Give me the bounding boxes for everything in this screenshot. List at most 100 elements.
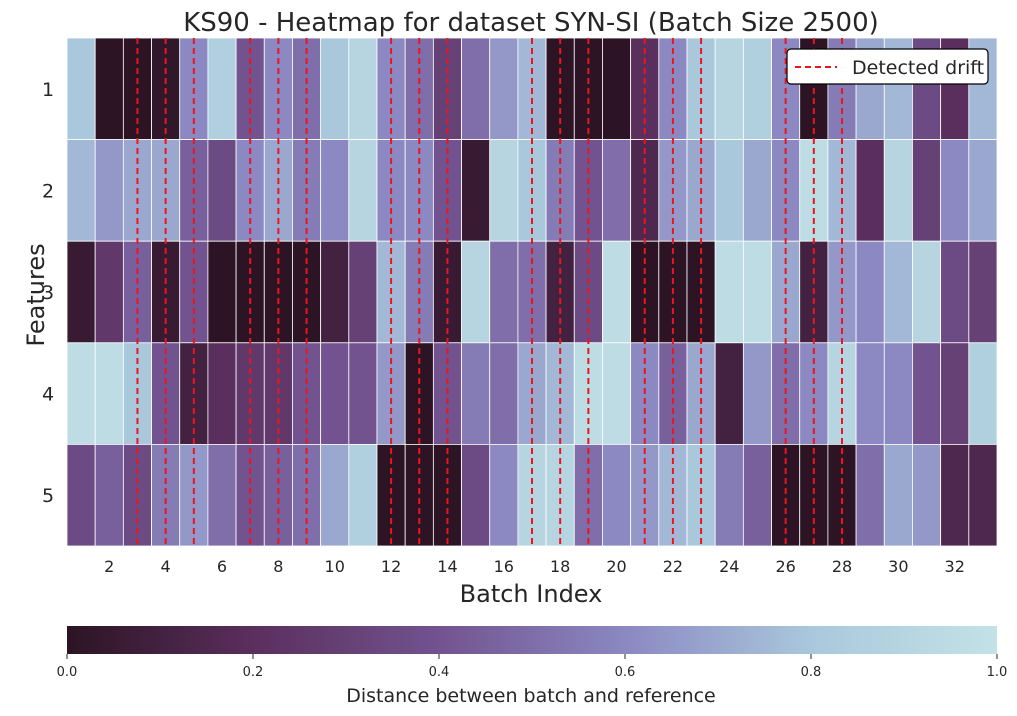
legend: Detected drift (786, 48, 989, 85)
heatmap-cell (489, 240, 519, 344)
heatmap-cell (714, 139, 744, 242)
heatmap-cell (968, 139, 998, 242)
heatmap-cell (348, 342, 378, 445)
heatmap-cell (94, 139, 124, 242)
x-axis-label: Batch Index (460, 580, 603, 608)
heatmap-cell (968, 240, 998, 344)
heatmap-cell (714, 37, 744, 140)
colorbar-tick-label: 0.4 (429, 665, 450, 680)
heatmap-cell (320, 240, 350, 344)
drift-lines (136, 38, 843, 546)
heatmap-cell (461, 240, 491, 344)
x-tick-label: 16 (494, 557, 514, 576)
heatmap-cell (912, 342, 942, 445)
colorbar-tick-label: 0.6 (615, 665, 636, 680)
x-tick-label: 32 (945, 557, 965, 576)
heatmap-cell (94, 37, 124, 140)
heatmap-cell (94, 240, 124, 344)
x-tick-label: 30 (888, 557, 908, 576)
heatmap-cell (883, 443, 913, 547)
heatmap-cell (66, 139, 96, 242)
heatmap-cell (489, 139, 519, 242)
colorbar-tick-label: 1.0 (987, 665, 1008, 680)
heatmap-cell (348, 240, 378, 344)
colorbar-tick-label: 0.2 (243, 665, 264, 680)
y-tick-label: 1 (42, 79, 54, 101)
y-tick-label: 4 (42, 384, 54, 406)
heatmap-cell (320, 342, 350, 445)
heatmap-cell (207, 37, 237, 140)
heatmap-cell (883, 139, 913, 242)
x-tick-label: 22 (663, 557, 683, 576)
heatmap-cell (348, 139, 378, 242)
heatmap-cell (320, 443, 350, 547)
heatmap-cell (489, 342, 519, 445)
x-tick-label: 20 (606, 557, 626, 576)
heatmap-cell (855, 240, 885, 344)
y-tick-label: 2 (42, 180, 54, 202)
heatmap-cell (714, 443, 744, 547)
x-tick-label: 8 (273, 557, 283, 576)
colorbar-tick-label: 0.0 (57, 665, 78, 680)
y-tick-label: 3 (42, 282, 54, 304)
x-tick-label: 14 (437, 557, 457, 576)
heatmap-cell (602, 342, 632, 445)
heatmap-cell (207, 139, 237, 242)
heatmap-cell (461, 139, 491, 242)
heatmap-cell (461, 443, 491, 547)
chart-title: KS90 - Heatmap for dataset SYN-SI (Batch… (183, 8, 879, 38)
legend-label: Detected drift (852, 57, 984, 79)
legend-box (786, 48, 989, 85)
colorbar (67, 626, 997, 654)
heatmap-cell (912, 240, 942, 344)
heatmap-cell (742, 443, 772, 547)
x-tick-label: 26 (775, 557, 795, 576)
colorbar-ticks: 0.0 0.2 0.4 0.6 0.8 1.0 (57, 654, 1008, 680)
heatmap-cell (714, 342, 744, 445)
heatmap-cell (940, 240, 970, 344)
x-tick-label: 4 (161, 557, 171, 576)
heatmap-cell (883, 240, 913, 344)
heatmap-cell (968, 342, 998, 445)
heatmap-cells (66, 37, 998, 547)
x-tick-label: 12 (381, 557, 401, 576)
heatmap-cell (968, 443, 998, 547)
x-tick-label: 24 (719, 557, 739, 576)
heatmap-cell (602, 37, 632, 140)
heatmap-cell (855, 342, 885, 445)
heatmap-cell (602, 139, 632, 242)
heatmap-cell (940, 342, 970, 445)
heatmap-cell (207, 443, 237, 547)
heatmap-cell (940, 443, 970, 547)
heatmap-cell (348, 37, 378, 140)
y-tick-label: 5 (42, 485, 54, 507)
x-tick-label: 18 (550, 557, 570, 576)
x-tick-label: 28 (832, 557, 852, 576)
heatmap-cell (348, 443, 378, 547)
heatmap-cell (855, 443, 885, 547)
x-tick-labels: 2 4 6 8 10 12 14 16 18 20 22 24 26 28 30 32 (104, 557, 965, 576)
heatmap-cell (489, 443, 519, 547)
heatmap-cell (714, 240, 744, 344)
heatmap-cell (742, 139, 772, 242)
heatmap-cell (940, 139, 970, 242)
heatmap-cell (66, 342, 96, 445)
heatmap-cell (207, 342, 237, 445)
heatmap-cell (742, 342, 772, 445)
heatmap-cell (855, 139, 885, 242)
heatmap-cell (489, 37, 519, 140)
heatmap-cell (602, 240, 632, 344)
heatmap-cell (66, 37, 96, 140)
heatmap-cell (320, 139, 350, 242)
heatmap-cell (883, 342, 913, 445)
heatmap-cell (602, 443, 632, 547)
y-tick-labels: 1 2 3 4 5 (42, 79, 54, 507)
x-tick-label: 2 (104, 557, 114, 576)
heatmap-cell (742, 240, 772, 344)
heatmap-cell (66, 240, 96, 344)
colorbar-label: Distance between batch and reference (346, 685, 716, 707)
heatmap-cell (912, 139, 942, 242)
heatmap-cell (66, 443, 96, 547)
heatmap-cell (94, 342, 124, 445)
